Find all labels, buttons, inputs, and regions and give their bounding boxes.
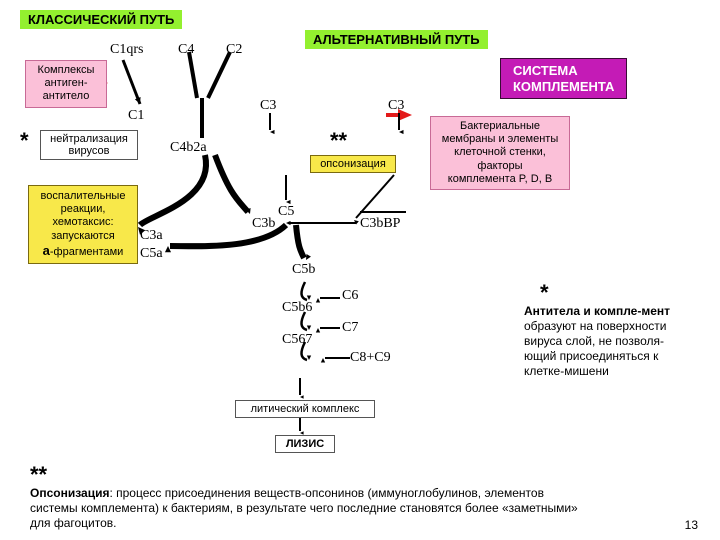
note-antibodies: Антитела и компле-мент образуют на повер… — [524, 304, 684, 379]
bact-l2: мембраны и элементы — [442, 133, 559, 145]
box-neutralization: нейтрализация вирусов — [40, 130, 138, 160]
node-c7: C7 — [342, 320, 358, 336]
node-c1: C1 — [128, 108, 144, 124]
bact-l4: факторы — [477, 160, 522, 172]
node-c3a: C3a — [140, 228, 163, 244]
node-c4b2a: C4b2a — [170, 140, 207, 156]
box-lysis: ЛИЗИС — [275, 435, 335, 453]
box-inflammatory-text: воспалительные реакции, хемотаксис: запу… — [41, 190, 126, 242]
note-opsonization-rest: : процесс присоединения веществ-опсонино… — [30, 486, 578, 530]
box-opsonization: опсонизация — [310, 155, 396, 173]
node-c5b: C5b — [292, 262, 315, 278]
note-antibodies-bold: Антитела и компле-мент — [524, 304, 670, 318]
star-single-left: * — [20, 128, 29, 154]
node-c2: C2 — [226, 42, 242, 58]
note-opsonization: Опсонизация: процесс присоединения вещес… — [30, 486, 590, 531]
box-lytic: литический комплекс — [235, 400, 375, 418]
header-classical: КЛАССИЧЕСКИЙ ПУТЬ — [20, 10, 182, 29]
node-c5a: C5a — [140, 246, 163, 262]
node-c4: C4 — [178, 42, 194, 58]
page-number: 13 — [685, 518, 698, 532]
node-c3-right: C3 — [388, 98, 404, 114]
bact-l1: Бактериальные — [460, 120, 540, 132]
node-c5: C5 — [278, 204, 294, 220]
bact-l5: комплемента P, D, B — [448, 173, 552, 185]
node-c5b6: C5b6 — [282, 300, 312, 316]
node-c567: C567 — [282, 332, 312, 348]
header-system: СИСТЕМА КОМПЛЕМЕНТА — [500, 58, 627, 99]
star-double-mid: ** — [330, 128, 347, 154]
note-antibodies-rest: образуют на поверхности вируса слой, не … — [524, 319, 666, 378]
note-opsonization-bold: Опсонизация — [30, 486, 109, 500]
header-alternative: АЛЬТЕРНАТИВНЫЙ ПУТЬ — [305, 30, 488, 49]
header-system-line2: КОМПЛЕМЕНТА — [513, 79, 614, 94]
box-bacterial: Бактериальные мембраны и элементы клеточ… — [430, 116, 570, 190]
node-c6: C6 — [342, 288, 358, 304]
node-c1qrs: C1qrs — [110, 42, 143, 58]
node-c3-left: C3 — [260, 98, 276, 114]
box-inflammatory-tail: -фрагментами — [50, 246, 123, 258]
node-c3bBP: C3bBP — [360, 216, 400, 232]
box-inflammatory-bold: а — [43, 243, 50, 258]
node-c3b: C3b — [252, 216, 275, 232]
header-system-line1: СИСТЕМА — [513, 63, 578, 78]
star-double-bottom: ** — [30, 462, 47, 488]
node-c8c9: C8+C9 — [350, 350, 391, 366]
star-single-right: * — [540, 280, 549, 306]
box-ag-ab: Комплексы антиген-антитело — [25, 60, 107, 108]
box-inflammatory: воспалительные реакции, хемотаксис: запу… — [28, 185, 138, 264]
bact-l3: клеточной стенки, — [454, 146, 546, 158]
